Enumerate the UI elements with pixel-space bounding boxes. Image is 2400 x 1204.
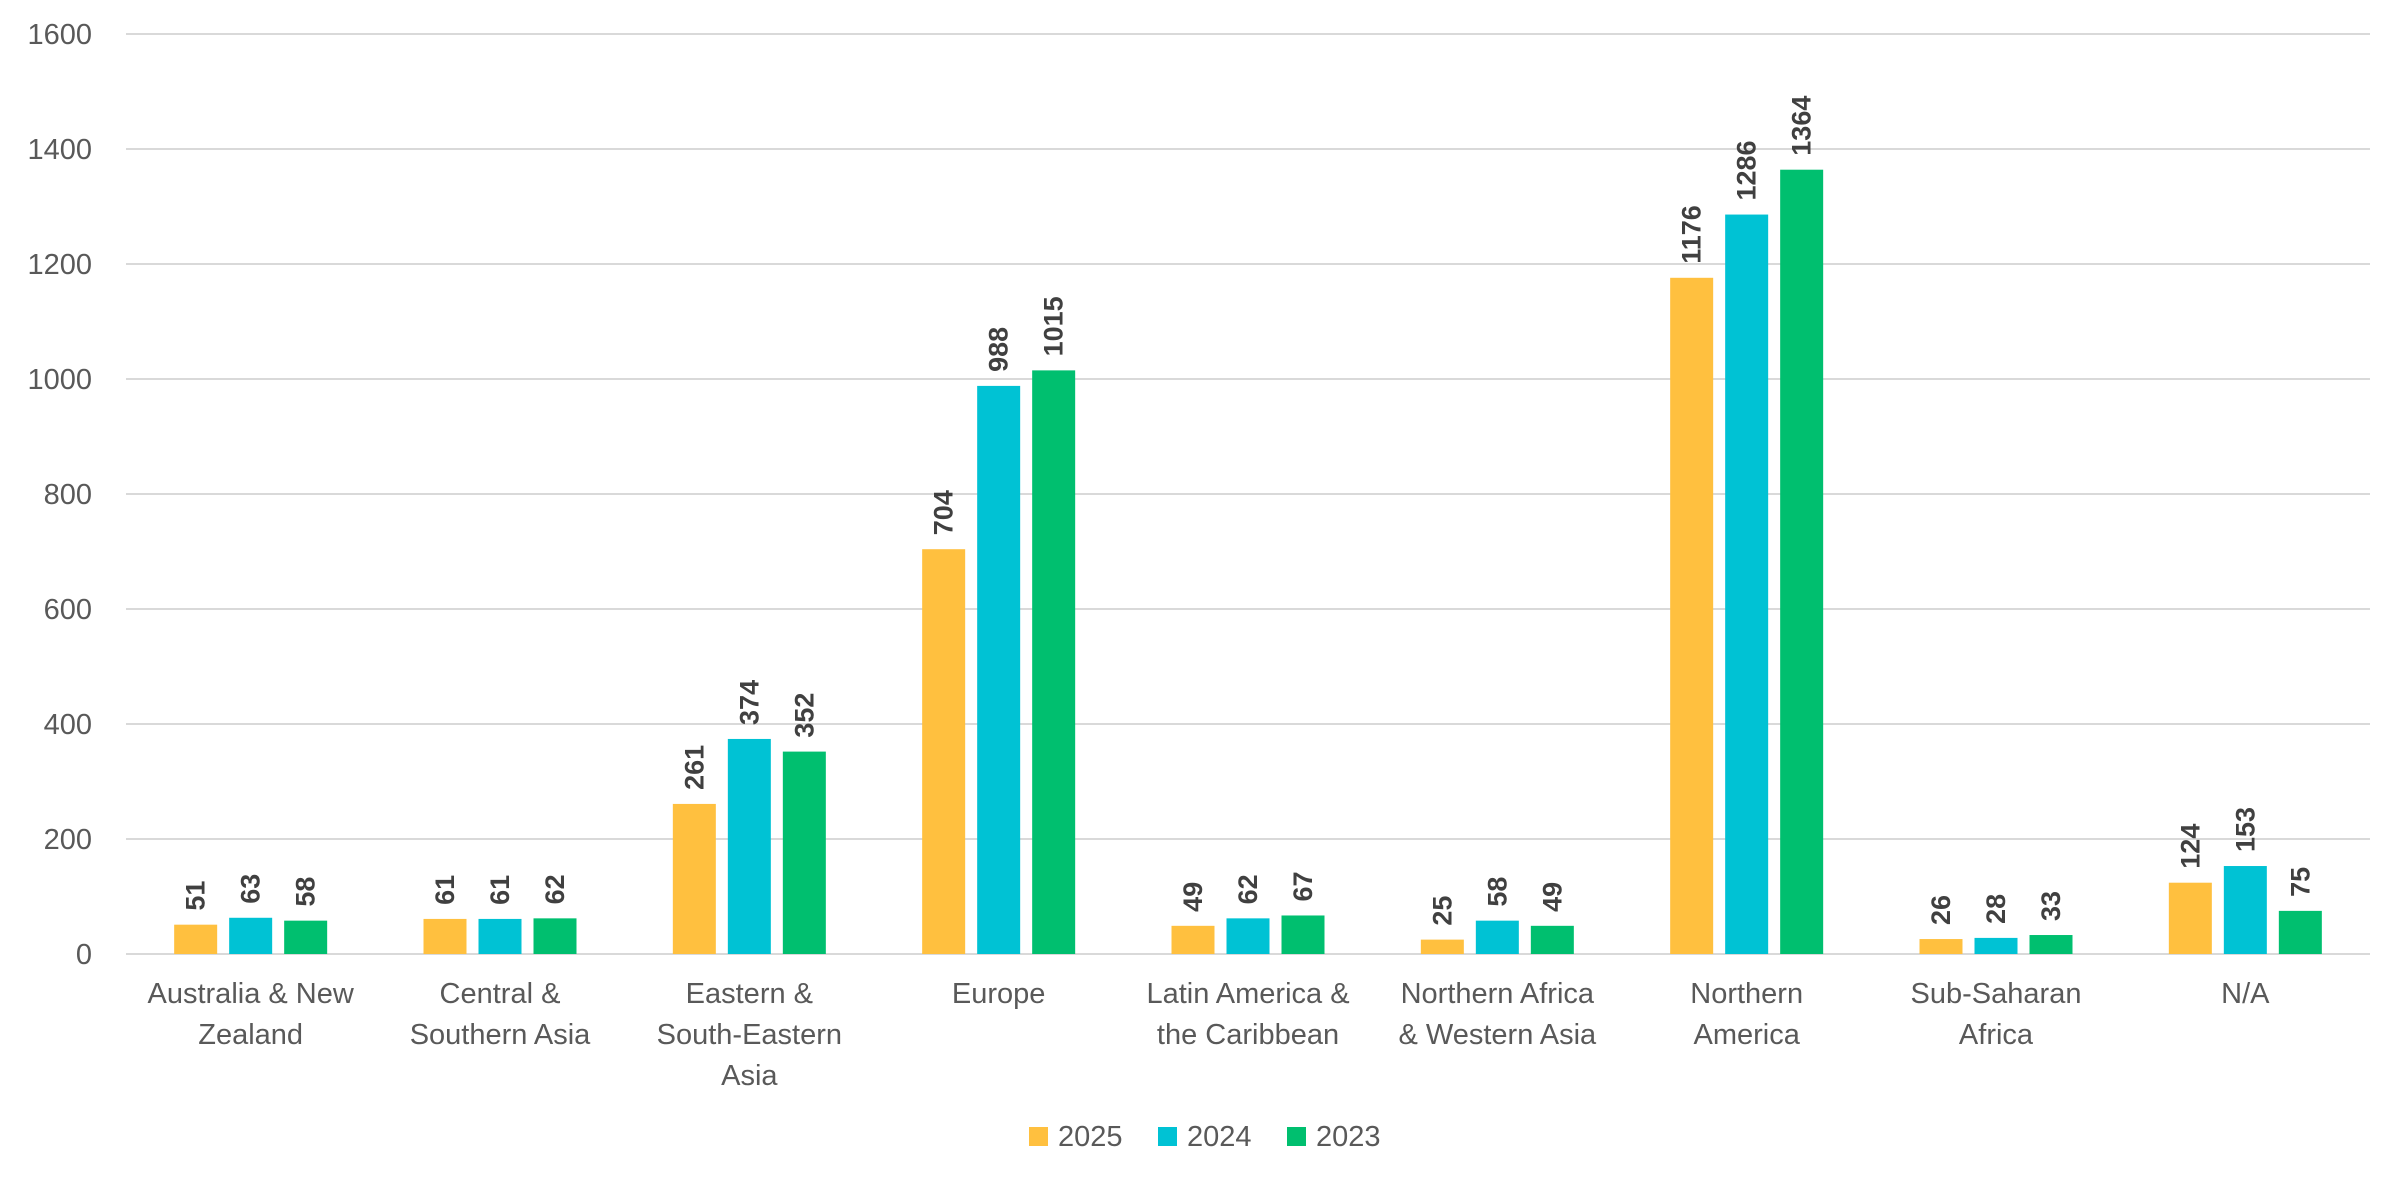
data-label: 26 — [1926, 895, 1956, 925]
x-category-label: Latin America & — [1146, 978, 1349, 1010]
x-category-label: Southern Asia — [410, 1019, 591, 1051]
data-label: 704 — [929, 490, 959, 535]
bar-2024 — [1974, 937, 2018, 954]
data-label: 1176 — [1677, 205, 1707, 264]
legend-swatch-2024 — [1158, 1127, 1177, 1146]
data-label: 58 — [291, 877, 321, 907]
bar-2023 — [284, 920, 328, 954]
bar-2023 — [2029, 935, 2073, 954]
bar-2023 — [2278, 910, 2322, 954]
data-label: 352 — [789, 693, 819, 738]
bar-2024 — [1725, 214, 1769, 955]
data-label: 49 — [1178, 882, 1208, 912]
bar-2025 — [174, 924, 218, 954]
bar-2024 — [229, 917, 273, 954]
x-category-label: Zealand — [198, 1019, 303, 1051]
x-axis-categories: Australia & New Zealand Central & Southern … — [148, 978, 2271, 1092]
data-label: 33 — [2036, 891, 2066, 921]
legend-swatch-2023 — [1287, 1127, 1306, 1146]
bar-2023 — [533, 918, 577, 954]
bar-2024 — [2223, 866, 2267, 954]
data-label: 124 — [2175, 824, 2205, 869]
x-category-label: Northern Africa — [1401, 978, 1595, 1010]
data-label: 62 — [540, 874, 570, 904]
legend-label: 2024 — [1187, 1121, 1252, 1153]
bar-2025 — [2168, 882, 2212, 954]
data-label: 28 — [1981, 894, 2011, 924]
data-label: 61 — [485, 875, 515, 905]
y-tick-label: 1000 — [27, 364, 92, 396]
x-category-label: Australia & New — [148, 978, 355, 1010]
data-label: 374 — [734, 680, 764, 725]
bar-2024 — [478, 918, 522, 954]
bar-2024 — [977, 385, 1021, 954]
y-tick-label: 1400 — [27, 134, 92, 166]
bar-2025 — [922, 549, 966, 954]
y-tick-label: 400 — [44, 709, 92, 741]
data-label: 61 — [430, 875, 460, 905]
x-category-label: South-Eastern — [657, 1019, 842, 1051]
y-tick-label: 800 — [44, 479, 92, 511]
bar-2023 — [1032, 370, 1076, 954]
data-label: 62 — [1233, 874, 1263, 904]
y-tick-label: 600 — [44, 594, 92, 626]
y-tick-label: 0 — [76, 939, 92, 971]
bar-2025 — [1670, 277, 1714, 954]
data-labels: 51 63 58 61 61 62 261 374 352 704 988 1015 49 62 67 25 5… — [181, 96, 2316, 926]
y-tick-label: 1200 — [27, 249, 92, 281]
legend: 2025 2024 2023 — [1029, 1121, 1381, 1153]
data-label: 25 — [1427, 896, 1457, 926]
legend-label: 2025 — [1058, 1121, 1123, 1153]
bar-2025 — [1919, 939, 1963, 954]
y-axis-ticks: 0 200 400 600 800 1000 1200 1400 1600 — [27, 19, 92, 971]
data-label: 58 — [1482, 877, 1512, 907]
x-category-label: Africa — [1959, 1019, 2034, 1051]
x-category-label: Asia — [721, 1060, 778, 1092]
bar-2023 — [1530, 925, 1574, 954]
y-tick-label: 200 — [44, 824, 92, 856]
data-label: 261 — [679, 745, 709, 790]
x-category-label: Sub-Saharan — [1911, 978, 2082, 1010]
bar-2023 — [1281, 915, 1325, 954]
x-category-label: America — [1693, 1019, 1800, 1051]
bar-2025 — [1171, 925, 1215, 954]
bars — [174, 169, 2322, 955]
bar-2023 — [782, 751, 826, 954]
bar-2024 — [727, 738, 771, 954]
gridlines — [126, 33, 2370, 955]
data-label: 75 — [2285, 867, 2315, 897]
bar-2025 — [1420, 939, 1464, 954]
x-category-label: the Caribbean — [1157, 1019, 1339, 1051]
data-label: 63 — [236, 874, 266, 904]
data-label: 1015 — [1039, 296, 1069, 356]
data-label: 988 — [984, 327, 1014, 372]
data-label: 1286 — [1732, 140, 1762, 200]
x-category-label: Northern — [1690, 978, 1803, 1010]
data-label: 67 — [1288, 871, 1318, 901]
data-label: 153 — [2230, 807, 2260, 852]
x-category-label: & Western Asia — [1398, 1019, 1597, 1051]
legend-swatch-2025 — [1029, 1127, 1048, 1146]
bar-2024 — [1475, 920, 1519, 954]
bar-2024 — [1226, 918, 1270, 954]
data-label: 1364 — [1787, 96, 1817, 156]
bar-2025 — [423, 918, 467, 954]
data-label: 49 — [1537, 882, 1567, 912]
bar-2023 — [1780, 169, 1824, 954]
legend-label: 2023 — [1316, 1121, 1381, 1153]
x-category-label: Central & — [440, 978, 561, 1010]
x-category-label: Eastern & — [686, 978, 813, 1010]
bar-2025 — [672, 803, 716, 954]
y-tick-label: 1600 — [27, 19, 92, 51]
x-category-label: N/A — [2221, 978, 2270, 1010]
data-label: 51 — [181, 881, 211, 911]
x-category-label: Europe — [952, 978, 1046, 1010]
